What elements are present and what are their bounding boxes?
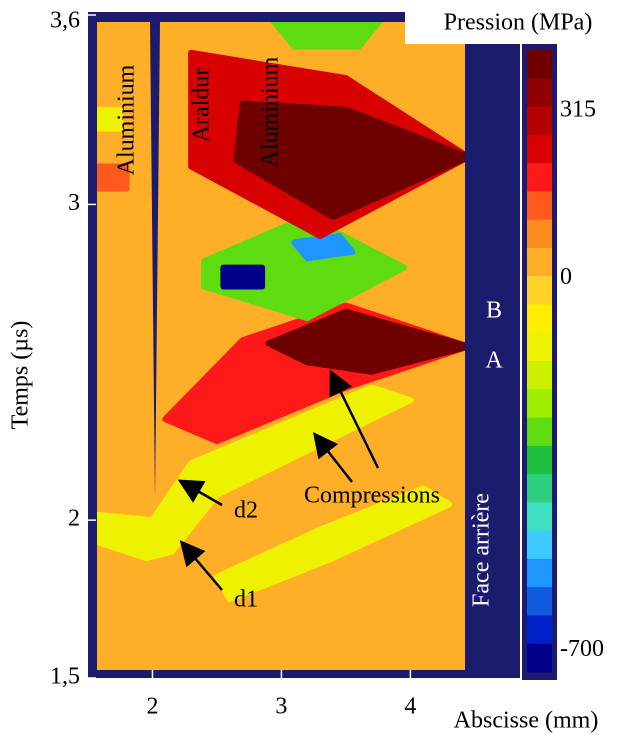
colorbar-title: Pression (MPa) — [444, 10, 593, 36]
colorbar-band — [527, 134, 552, 164]
annotation: Face arrière — [469, 493, 495, 607]
x-tick-label: 4 — [404, 694, 416, 720]
colorbar-band — [527, 219, 552, 249]
x-tick-label: 3 — [275, 694, 287, 720]
colorbar-band — [527, 247, 552, 277]
colorbar-band — [527, 304, 552, 334]
zone — [220, 264, 266, 290]
colorbar-band — [527, 615, 552, 645]
colorbar-band — [527, 50, 552, 79]
colorbar-band — [527, 587, 552, 616]
colorbar-tick-label: 315 — [560, 97, 596, 123]
colorbar-band — [527, 417, 552, 447]
zone — [97, 163, 130, 192]
x-tick-label: 2 — [146, 694, 158, 720]
colorbar-band — [527, 332, 552, 362]
annotation: Aluminium — [114, 64, 140, 175]
dynamic: 2 3 4 1,5 2 3 3,6 315 0 -700 — [50, 8, 604, 720]
zone — [97, 106, 124, 132]
colorbar-tick-label: -700 — [560, 636, 604, 662]
y-tick-label: 2 — [68, 506, 80, 532]
colorbar-band — [527, 558, 552, 588]
annotation: B — [486, 298, 502, 324]
colorbar-band — [527, 530, 552, 560]
y-tick-label: 3 — [68, 190, 80, 216]
colorbar-band — [527, 389, 552, 419]
x-axis-label: Abscisse (mm) — [454, 708, 599, 734]
zone — [270, 22, 383, 50]
annotation: d1 — [234, 587, 258, 613]
zone — [233, 100, 465, 221]
y-tick-label: 1,5 — [50, 664, 80, 690]
colorbar-band — [527, 191, 552, 221]
y-tick-label: 3,6 — [50, 8, 80, 34]
y-axis-label: Temps (µs) — [8, 321, 34, 430]
annotation: Compressions — [304, 483, 440, 509]
annotation: Araldur — [189, 68, 215, 143]
colorbar-band — [527, 78, 552, 108]
zone — [265, 308, 465, 375]
colorbar-band — [527, 502, 552, 532]
annotation: A — [485, 348, 503, 374]
colorbar-band — [527, 445, 552, 475]
colorbar-band — [527, 163, 552, 192]
zone — [201, 214, 407, 322]
zone — [97, 384, 414, 562]
zone — [213, 485, 453, 603]
colorbar-band — [527, 106, 552, 136]
colorbar-title-bg — [405, 0, 629, 44]
colorbar-band — [527, 474, 552, 503]
colorbar-band — [527, 643, 552, 673]
annotation: Aluminium — [258, 56, 284, 167]
field — [97, 22, 465, 670]
interface — [150, 22, 160, 500]
zone — [291, 233, 356, 262]
annotation: d2 — [234, 498, 258, 524]
colorbar-band — [527, 361, 552, 390]
arrows — [177, 369, 380, 591]
colorbar-tick-label: 0 — [560, 264, 572, 290]
colorbar-band — [527, 276, 552, 305]
